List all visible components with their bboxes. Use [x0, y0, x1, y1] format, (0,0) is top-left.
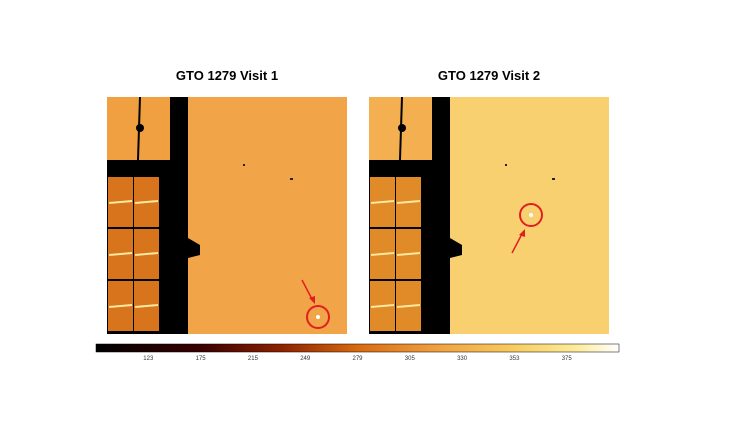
- glint: [396, 304, 421, 308]
- panel-title: GTO 1279 Visit 1: [176, 68, 278, 83]
- panel-title: GTO 1279 Visit 2: [438, 68, 540, 83]
- colorbar-tick-label: 375: [562, 356, 573, 362]
- artifact: [290, 178, 293, 180]
- glint: [370, 200, 395, 204]
- colorbar-tick-label: 353: [509, 356, 520, 362]
- glint: [108, 200, 133, 204]
- colorbar-tick-label: 279: [352, 356, 363, 362]
- detector-image: [369, 96, 609, 334]
- glint: [396, 200, 421, 204]
- arrow-head: [309, 296, 315, 304]
- highlight-circle: [306, 305, 330, 329]
- glint: [134, 304, 159, 308]
- dot: [398, 124, 406, 132]
- highlight-circle: [519, 203, 543, 227]
- arrow-head: [519, 229, 525, 237]
- colorbar-tick-label: 249: [300, 356, 311, 362]
- detector-image: [107, 96, 347, 334]
- glint: [396, 252, 421, 256]
- glint: [370, 304, 395, 308]
- colorbar-ticks: 123 175 215 249 279 305 330 353 375: [143, 356, 572, 362]
- artifact: [243, 164, 245, 166]
- artifact: [552, 178, 555, 180]
- mask-step: [188, 238, 200, 258]
- colorbar: [95, 343, 620, 353]
- artifact: [505, 164, 507, 166]
- glint: [370, 252, 395, 256]
- dot: [136, 124, 144, 132]
- source: [529, 213, 533, 217]
- glint: [134, 252, 159, 256]
- colorbar-tick-label: 123: [143, 356, 154, 362]
- glint: [108, 304, 133, 308]
- main-detector: [188, 97, 347, 334]
- glint: [134, 200, 159, 204]
- mask-step: [450, 238, 462, 258]
- source: [316, 315, 320, 319]
- glint: [108, 252, 133, 256]
- colorbar-tick-label: 175: [196, 356, 207, 362]
- colorbar-tick-label: 305: [405, 356, 416, 362]
- colorbar-tick-label: 215: [248, 356, 259, 362]
- colorbar-tick-label: 330: [457, 356, 468, 362]
